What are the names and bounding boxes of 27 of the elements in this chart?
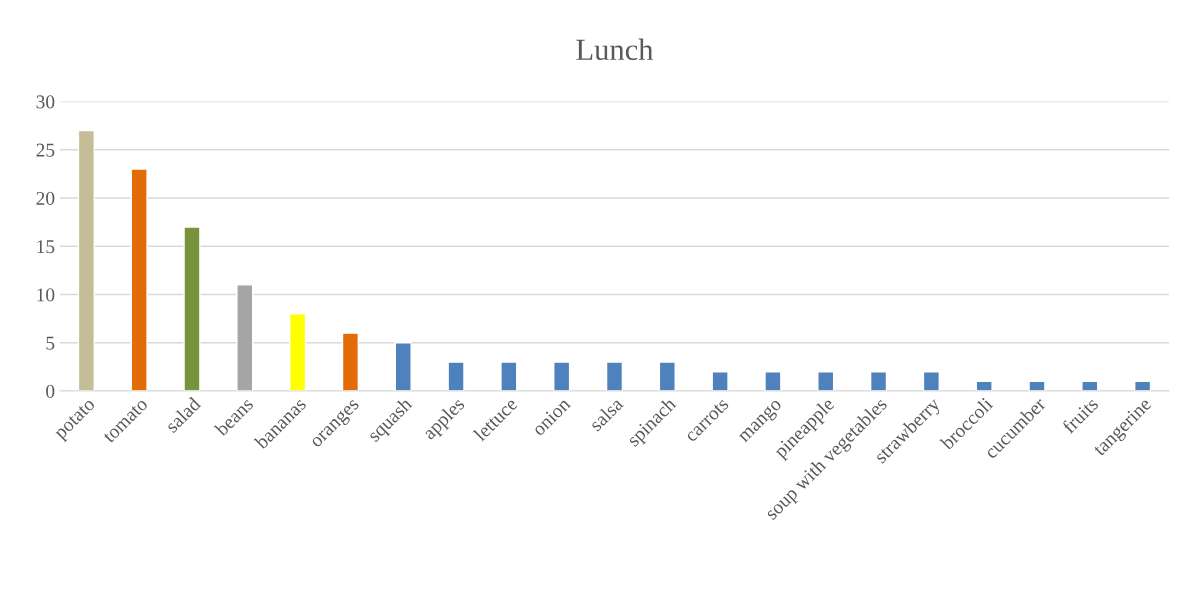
bar bbox=[711, 371, 729, 392]
bar bbox=[922, 371, 940, 392]
bar bbox=[447, 361, 465, 392]
y-tick-label: 25 bbox=[36, 143, 55, 157]
bar bbox=[658, 361, 676, 392]
y-tick-label: 15 bbox=[37, 240, 55, 254]
y-tick-label: 0 bbox=[46, 384, 55, 398]
bar bbox=[394, 342, 412, 392]
bar bbox=[130, 168, 148, 392]
bar bbox=[764, 371, 782, 392]
bar bbox=[605, 361, 624, 392]
bar bbox=[236, 284, 254, 392]
bar bbox=[183, 226, 201, 392]
y-tick-label: 30 bbox=[36, 95, 55, 109]
bar bbox=[341, 332, 360, 392]
y-tick-label: 20 bbox=[36, 191, 55, 205]
bar bbox=[500, 361, 518, 392]
y-tick-label: 10 bbox=[37, 288, 55, 302]
bar bbox=[288, 313, 307, 392]
chart-title: Lunch bbox=[576, 38, 654, 61]
bar bbox=[77, 129, 95, 392]
x-tick-label: salsa bbox=[588, 396, 624, 432]
bar bbox=[553, 361, 571, 392]
y-tick-label: 5 bbox=[46, 336, 55, 350]
bar bbox=[1028, 380, 1046, 392]
bar bbox=[817, 371, 835, 392]
bar bbox=[869, 371, 888, 392]
